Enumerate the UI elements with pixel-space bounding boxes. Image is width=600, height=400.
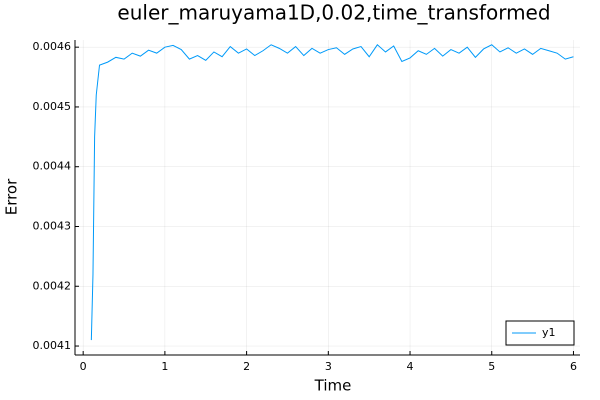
x-tick-label: 5 <box>488 360 495 373</box>
x-tick-label: 6 <box>570 360 577 373</box>
y-tick-label: 0.0044 <box>33 160 72 173</box>
y-tick-label: 0.0043 <box>33 219 72 232</box>
x-tick-label: 3 <box>325 360 332 373</box>
x-tick-label: 1 <box>161 360 168 373</box>
x-axis-label: Time <box>314 377 352 395</box>
x-tick-label: 0 <box>80 360 87 373</box>
y-tick-label: 0.0042 <box>33 279 72 292</box>
legend-label: y1 <box>542 326 556 339</box>
y-tick-label: 0.0046 <box>33 40 72 53</box>
data-line <box>90 44 574 341</box>
x-tick-label: 2 <box>243 360 250 373</box>
x-tick-label: 4 <box>407 360 414 373</box>
y-axis-label: Error <box>3 178 21 215</box>
y-tick-label: 0.0045 <box>33 100 72 113</box>
chart-title: euler_maruyama1D,0.02,time_transformed <box>117 1 550 25</box>
y-tick-label: 0.0041 <box>33 339 72 352</box>
